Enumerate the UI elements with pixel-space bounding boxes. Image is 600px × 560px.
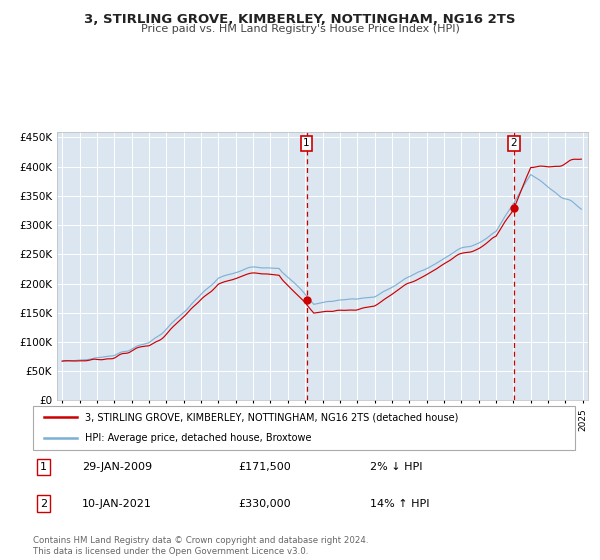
Text: 2: 2 (40, 498, 47, 508)
Text: £171,500: £171,500 (239, 462, 292, 472)
Text: 29-JAN-2009: 29-JAN-2009 (82, 462, 152, 472)
Text: 1: 1 (303, 138, 310, 148)
Text: 3, STIRLING GROVE, KIMBERLEY, NOTTINGHAM, NG16 2TS: 3, STIRLING GROVE, KIMBERLEY, NOTTINGHAM… (84, 13, 516, 26)
Text: Contains HM Land Registry data © Crown copyright and database right 2024.
This d: Contains HM Land Registry data © Crown c… (33, 536, 368, 556)
Text: 2: 2 (511, 138, 517, 148)
Text: 3, STIRLING GROVE, KIMBERLEY, NOTTINGHAM, NG16 2TS (detached house): 3, STIRLING GROVE, KIMBERLEY, NOTTINGHAM… (85, 412, 458, 422)
Text: £330,000: £330,000 (239, 498, 291, 508)
FancyBboxPatch shape (33, 406, 575, 450)
Text: 1: 1 (40, 462, 47, 472)
Text: 2% ↓ HPI: 2% ↓ HPI (370, 462, 423, 472)
Text: HPI: Average price, detached house, Broxtowe: HPI: Average price, detached house, Brox… (85, 433, 311, 444)
Text: Price paid vs. HM Land Registry's House Price Index (HPI): Price paid vs. HM Land Registry's House … (140, 24, 460, 34)
Text: 14% ↑ HPI: 14% ↑ HPI (370, 498, 430, 508)
Text: 10-JAN-2021: 10-JAN-2021 (82, 498, 152, 508)
